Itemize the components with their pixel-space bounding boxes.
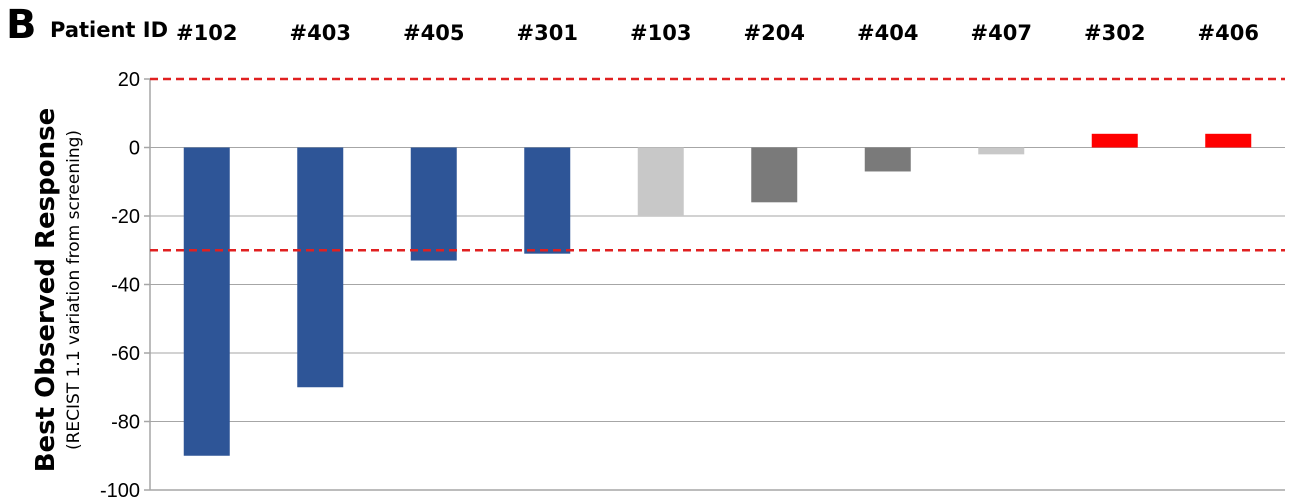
category-label: #406 <box>1198 21 1259 45</box>
bar <box>1091 133 1138 148</box>
bar <box>183 147 230 456</box>
category-label: #403 <box>290 21 351 45</box>
category-label: #204 <box>744 21 805 45</box>
bar <box>751 147 798 203</box>
category-label: #407 <box>971 21 1032 45</box>
y-tick-label: -20 <box>111 206 140 228</box>
y-tick-label: 0 <box>129 138 140 160</box>
category-label: #302 <box>1084 21 1145 45</box>
panel-label: B <box>6 2 37 48</box>
category-label: #404 <box>857 21 918 45</box>
y-tick-label: 20 <box>118 69 140 91</box>
category-label: #405 <box>403 21 464 45</box>
patient-id-header: Patient ID <box>50 18 169 42</box>
bar <box>1205 133 1252 148</box>
bar <box>297 147 344 388</box>
y-tick-label: -60 <box>111 343 140 365</box>
bar <box>978 147 1025 155</box>
category-label: #301 <box>517 21 578 45</box>
bar <box>524 147 571 254</box>
bar <box>410 147 457 261</box>
y-tick-label: -100 <box>100 480 140 500</box>
bar <box>637 147 684 216</box>
category-label: #103 <box>630 21 691 45</box>
bar <box>864 147 911 172</box>
y-tick-label: -40 <box>111 275 140 297</box>
category-label: #102 <box>176 21 237 45</box>
y-tick-label: -80 <box>111 412 140 434</box>
